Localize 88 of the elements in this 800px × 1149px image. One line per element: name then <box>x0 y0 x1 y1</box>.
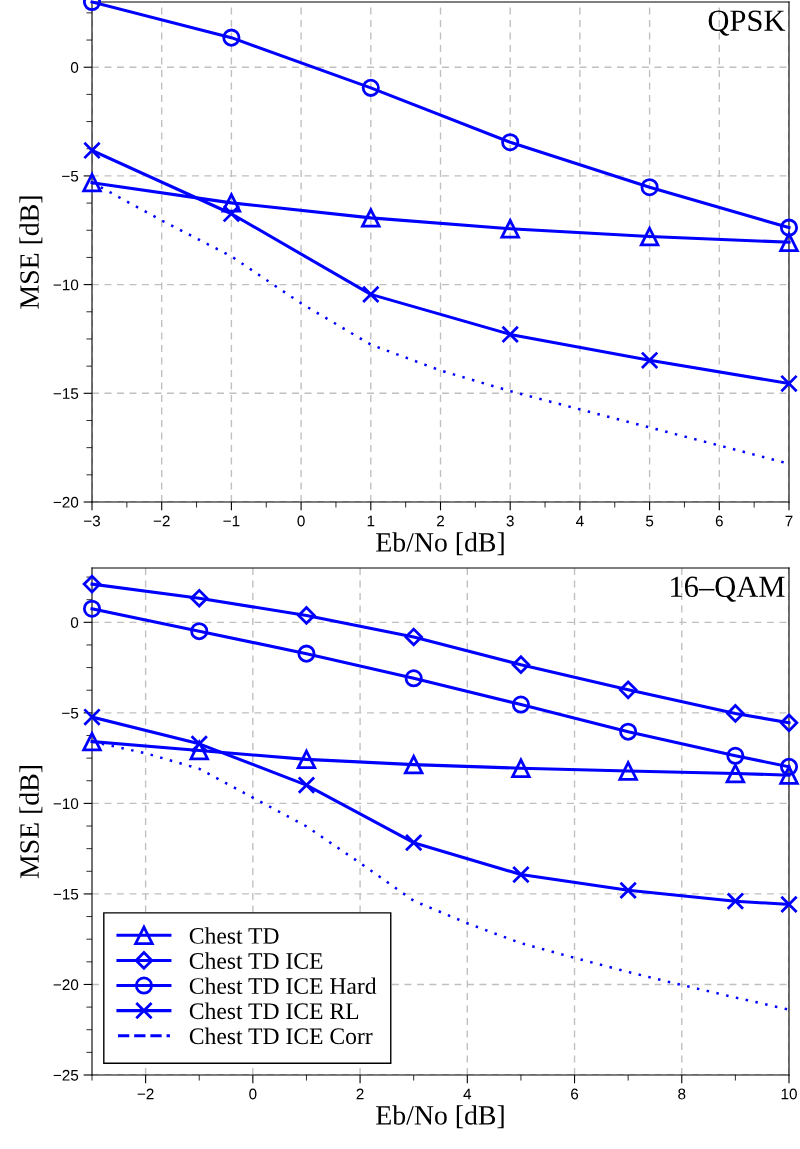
y-tick-label: −10 <box>53 798 79 810</box>
point <box>779 895 799 914</box>
point <box>297 776 316 795</box>
point <box>189 740 209 761</box>
point <box>82 707 102 727</box>
point <box>297 606 316 625</box>
point <box>404 627 423 647</box>
point <box>82 172 102 193</box>
x-axis-title: Eb/No [dB] <box>376 532 504 556</box>
x-tick-label: 8 <box>678 1088 686 1100</box>
point <box>190 734 209 753</box>
point <box>296 749 317 770</box>
x-tick-label: 5 <box>645 515 654 527</box>
x-tick-label: 0 <box>249 1088 257 1100</box>
point <box>511 655 531 674</box>
y-tick-label: 0 <box>70 617 79 629</box>
point <box>725 763 746 784</box>
point <box>82 731 102 752</box>
point <box>618 680 638 700</box>
x-tick-label: 2 <box>356 1088 364 1100</box>
legend-label: Chest TD <box>189 927 279 944</box>
point <box>361 285 380 304</box>
point <box>222 28 241 47</box>
annotation: QPSK <box>708 10 786 36</box>
x-tick-label: 7 <box>785 515 793 527</box>
y-tick-label: −15 <box>53 888 79 900</box>
annotation: 16–QAM <box>671 576 785 602</box>
y-tick-label: 0 <box>70 62 79 73</box>
x-tick-label: 0 <box>297 515 305 527</box>
point <box>404 669 423 688</box>
point <box>640 178 659 197</box>
point <box>221 193 242 213</box>
y-tick-label: −5 <box>62 707 79 719</box>
legend-label: Chest TD ICE <box>189 952 323 969</box>
point <box>82 599 102 618</box>
point <box>779 713 799 733</box>
y-tick-label: −5 <box>62 170 79 182</box>
point <box>190 622 209 641</box>
y-tick-label: −20 <box>53 496 79 508</box>
point <box>501 133 520 152</box>
x-tick-label: 6 <box>715 515 723 527</box>
point <box>779 765 799 785</box>
point <box>82 574 102 594</box>
point <box>403 754 424 775</box>
legend-label: Chest TD ICE RL <box>189 1002 359 1020</box>
x-tick-label: 3 <box>506 515 514 527</box>
x-tick-label: 2 <box>437 515 444 527</box>
y-tick-label: −10 <box>53 279 79 291</box>
point <box>619 722 638 741</box>
point <box>404 833 423 852</box>
legend-label: Chest TD ICE Corr <box>189 1027 373 1045</box>
x-tick-label: 10 <box>781 1088 797 1100</box>
point <box>510 756 532 778</box>
legend-label: Chest TD ICE Hard <box>189 977 377 995</box>
y-axis-title: MSE [dB] <box>19 196 43 309</box>
point <box>189 588 209 608</box>
x-tick-label: −3 <box>84 515 101 527</box>
point <box>619 881 638 900</box>
x-tick-label: 1 <box>367 515 375 527</box>
y-tick-label: −15 <box>53 388 79 399</box>
point <box>779 374 799 393</box>
x-tick-label: −2 <box>153 515 170 527</box>
x-tick-label: −1 <box>223 515 240 527</box>
point <box>361 78 380 97</box>
point <box>82 141 102 160</box>
point <box>639 226 660 247</box>
x-tick-label: 4 <box>576 515 584 527</box>
x-tick-label: 4 <box>463 1088 472 1100</box>
point <box>726 746 745 765</box>
point <box>726 892 745 911</box>
point <box>361 208 381 228</box>
point <box>726 704 745 723</box>
y-tick-label: −25 <box>53 1069 79 1081</box>
point <box>618 761 638 781</box>
point <box>500 219 520 239</box>
x-axis-title: Eb/No [dB] <box>376 1105 504 1129</box>
x-tick-label: 6 <box>571 1088 579 1100</box>
point <box>297 644 316 663</box>
point <box>779 218 799 237</box>
point <box>779 232 799 252</box>
point <box>779 757 799 776</box>
x-tick-label: −2 <box>137 1088 154 1100</box>
point <box>511 865 530 884</box>
point <box>501 325 520 344</box>
point <box>511 695 530 714</box>
y-axis-title: MSE [dB] <box>19 766 43 879</box>
y-tick-label: −20 <box>53 979 79 991</box>
point <box>640 351 659 370</box>
